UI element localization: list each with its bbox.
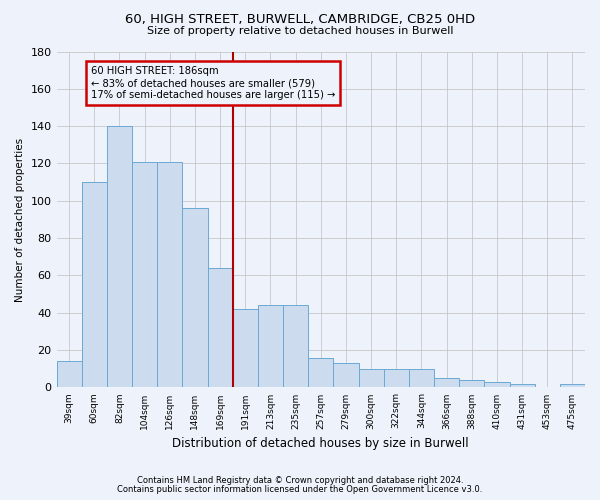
Bar (107, 126, 132, 388)
Text: 60 HIGH STREET: 186sqm
← 83% of detached houses are smaller (579)
17% of semi-de: 60 HIGH STREET: 186sqm ← 83% of detached… (91, 66, 335, 100)
Bar (484, 382, 509, 388)
Bar (182, 208, 208, 388)
Bar (409, 369, 434, 388)
Bar (56, 362, 82, 388)
Bar (157, 162, 182, 388)
Bar (258, 306, 283, 388)
Bar (308, 358, 334, 388)
Text: Contains HM Land Registry data © Crown copyright and database right 2024.: Contains HM Land Registry data © Crown c… (137, 476, 463, 485)
Bar (459, 380, 484, 388)
Text: Size of property relative to detached houses in Burwell: Size of property relative to detached ho… (147, 26, 453, 36)
Bar (334, 363, 359, 388)
Bar (208, 268, 233, 388)
Bar (383, 369, 409, 388)
Bar (233, 309, 258, 388)
Text: Contains public sector information licensed under the Open Government Licence v3: Contains public sector information licen… (118, 485, 482, 494)
X-axis label: Distribution of detached houses by size in Burwell: Distribution of detached houses by size … (172, 437, 469, 450)
Bar (560, 384, 585, 388)
Text: 60, HIGH STREET, BURWELL, CAMBRIDGE, CB25 0HD: 60, HIGH STREET, BURWELL, CAMBRIDGE, CB2… (125, 12, 475, 26)
Bar (283, 306, 308, 388)
Y-axis label: Number of detached properties: Number of detached properties (15, 138, 25, 302)
Bar (132, 162, 157, 388)
Bar (359, 369, 383, 388)
Bar (82, 182, 107, 388)
Bar (509, 384, 535, 388)
Bar (434, 378, 459, 388)
